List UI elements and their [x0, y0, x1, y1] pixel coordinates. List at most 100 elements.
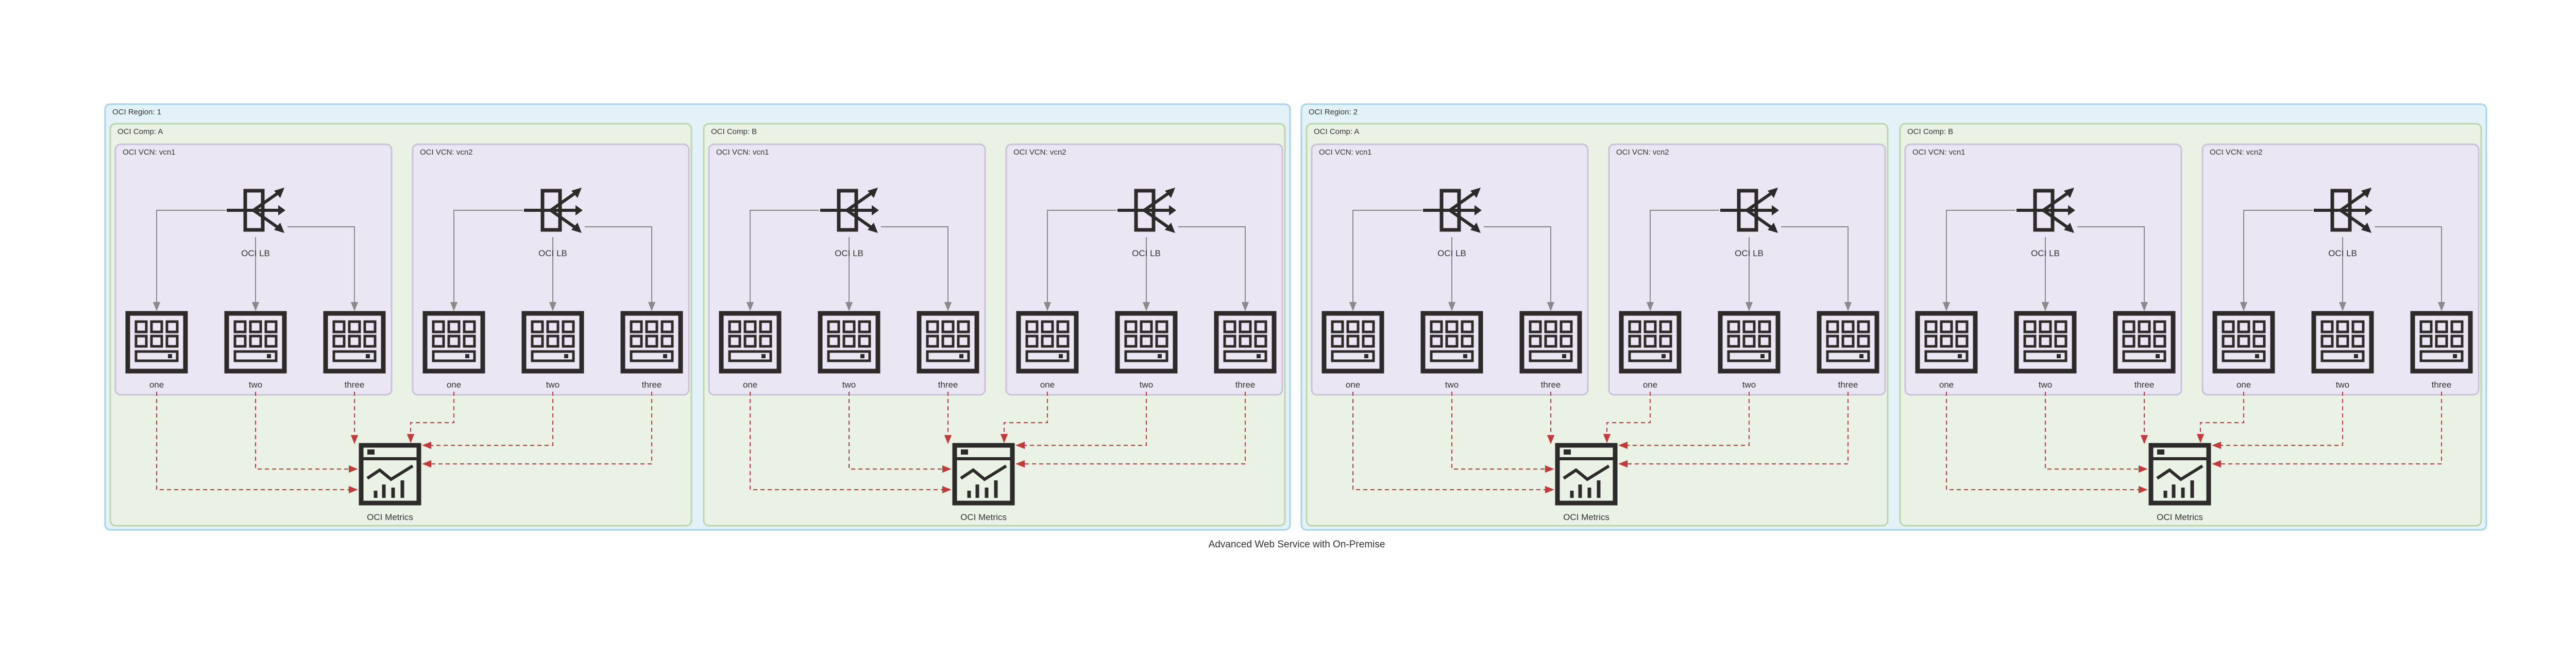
server-rack-icon	[1016, 311, 1079, 374]
server-label-two: two	[546, 380, 560, 390]
metrics-label: OCI Metrics	[2157, 512, 2203, 522]
server-label-one: one	[1346, 380, 1360, 390]
load-balancer-icon	[820, 188, 879, 233]
vcn-label: OCI VCN: vcn1	[1912, 148, 1965, 157]
edge-server-to-metrics	[422, 392, 652, 468]
lb-label: OCI LB	[241, 248, 270, 258]
server-label-three: three	[1541, 380, 1561, 390]
edge-lb-to-server	[152, 210, 226, 311]
server-label-one: one	[2236, 380, 2251, 390]
edge-lb-to-server	[1484, 226, 1555, 311]
edge-server-to-metrics	[2212, 392, 2442, 468]
server-label-two: two	[249, 380, 262, 390]
load-balancer-icon	[1720, 188, 1779, 233]
edge-server-to-metrics	[255, 392, 358, 473]
metrics-label: OCI Metrics	[960, 512, 1007, 522]
server-rack-icon	[2113, 311, 2176, 374]
edge-server-to-metrics	[1946, 392, 2148, 494]
edge-lb-to-server	[585, 226, 656, 311]
server-rack-icon	[1619, 311, 1682, 374]
metrics-dashboard-icon	[952, 443, 1015, 506]
server-label-three: three	[345, 380, 365, 390]
server-rack-icon	[1214, 311, 1277, 374]
server-rack-icon	[1817, 311, 1879, 374]
edge-lb-to-server	[2240, 210, 2313, 311]
server-label-three: three	[642, 380, 662, 390]
metrics-dashboard-icon	[359, 443, 421, 506]
server-rack-icon	[917, 311, 979, 374]
metrics-label: OCI Metrics	[367, 512, 413, 522]
edge-lb-to-server	[1178, 226, 1249, 311]
vcn-label: OCI VCN: vcn2	[2210, 148, 2263, 157]
edge-lb-to-server	[1781, 226, 1852, 311]
edge-server-to-metrics	[2196, 392, 2244, 443]
server-label-two: two	[1445, 380, 1459, 390]
metrics-dashboard-icon	[2148, 443, 2211, 506]
server-label-three: three	[2134, 380, 2155, 390]
server-rack-icon	[422, 311, 485, 374]
server-rack-icon	[1321, 311, 1384, 374]
edge-lb-to-server	[1043, 210, 1116, 311]
vcn-label: OCI VCN: vcn1	[123, 148, 176, 157]
edge-server-to-metrics	[2045, 392, 2148, 473]
edge-lb-to-server	[881, 226, 952, 311]
lb-label: OCI LB	[1132, 248, 1161, 258]
load-balancer-icon	[2314, 188, 2372, 233]
edge-server-to-metrics	[1451, 392, 1554, 473]
edge-lb-to-server	[1349, 210, 1422, 311]
load-balancer-icon	[2016, 188, 2075, 233]
server-label-one: one	[1939, 380, 1954, 390]
server-rack-icon	[1718, 311, 1781, 374]
server-rack-icon	[818, 311, 880, 374]
vcn-label: OCI VCN: vcn2	[1616, 148, 1669, 157]
edge-lb-to-server	[2375, 226, 2446, 311]
server-label-one: one	[447, 380, 461, 390]
lb-label: OCI LB	[835, 248, 863, 258]
vcn-label: OCI VCN: vcn1	[1319, 148, 1372, 157]
edge-lb-to-server	[1942, 210, 2015, 311]
server-rack-icon	[323, 311, 386, 374]
server-label-one: one	[743, 380, 757, 390]
load-balancer-icon	[227, 188, 285, 233]
load-balancer-icon	[524, 188, 583, 233]
server-label-one: one	[1643, 380, 1657, 390]
server-label-two: two	[1742, 380, 1756, 390]
server-label-three: three	[1235, 380, 1256, 390]
server-label-two: two	[2039, 380, 2052, 390]
load-balancer-icon	[1423, 188, 1482, 233]
server-label-three: three	[2432, 380, 2452, 390]
server-rack-icon	[1420, 311, 1483, 374]
diagram-caption: Advanced Web Service with On-Premise	[1209, 539, 1385, 550]
edge-lb-to-server	[2077, 226, 2148, 311]
edge-lb-to-server	[287, 226, 359, 311]
compartment-label: OCI Comp: A	[1314, 127, 1359, 136]
vcn-label: OCI VCN: vcn2	[420, 148, 473, 157]
compartment-label: OCI Comp: A	[117, 127, 163, 136]
edge-server-to-metrics	[1618, 392, 1849, 468]
lb-label: OCI LB	[1735, 248, 1764, 258]
lb-label: OCI LB	[2031, 248, 2060, 258]
server-rack-icon	[224, 311, 287, 374]
server-rack-icon	[1915, 311, 1978, 374]
edge-server-to-metrics	[1618, 392, 1750, 449]
server-rack-icon	[521, 311, 584, 374]
edge-lb-to-server	[746, 210, 819, 311]
region-label: OCI Region: 2	[1309, 108, 1358, 116]
lb-label: OCI LB	[2328, 248, 2357, 258]
edge-lb-to-server	[450, 210, 523, 311]
edge-server-to-metrics	[1352, 392, 1554, 494]
edge-server-to-metrics	[750, 392, 952, 494]
server-label-two: two	[842, 380, 856, 390]
edge-server-to-metrics	[156, 392, 358, 494]
edge-server-to-metrics	[1015, 392, 1147, 449]
compartment-label: OCI Comp: B	[1907, 127, 1953, 136]
server-rack-icon	[1519, 311, 1582, 374]
region-label: OCI Region: 1	[112, 108, 161, 116]
edge-server-to-metrics	[1603, 392, 1651, 443]
edge-server-to-metrics	[1000, 392, 1048, 443]
server-label-one: one	[1040, 380, 1055, 390]
server-rack-icon	[125, 311, 188, 374]
server-label-three: three	[938, 380, 958, 390]
server-label-one: one	[149, 380, 164, 390]
server-label-three: three	[1838, 380, 1858, 390]
